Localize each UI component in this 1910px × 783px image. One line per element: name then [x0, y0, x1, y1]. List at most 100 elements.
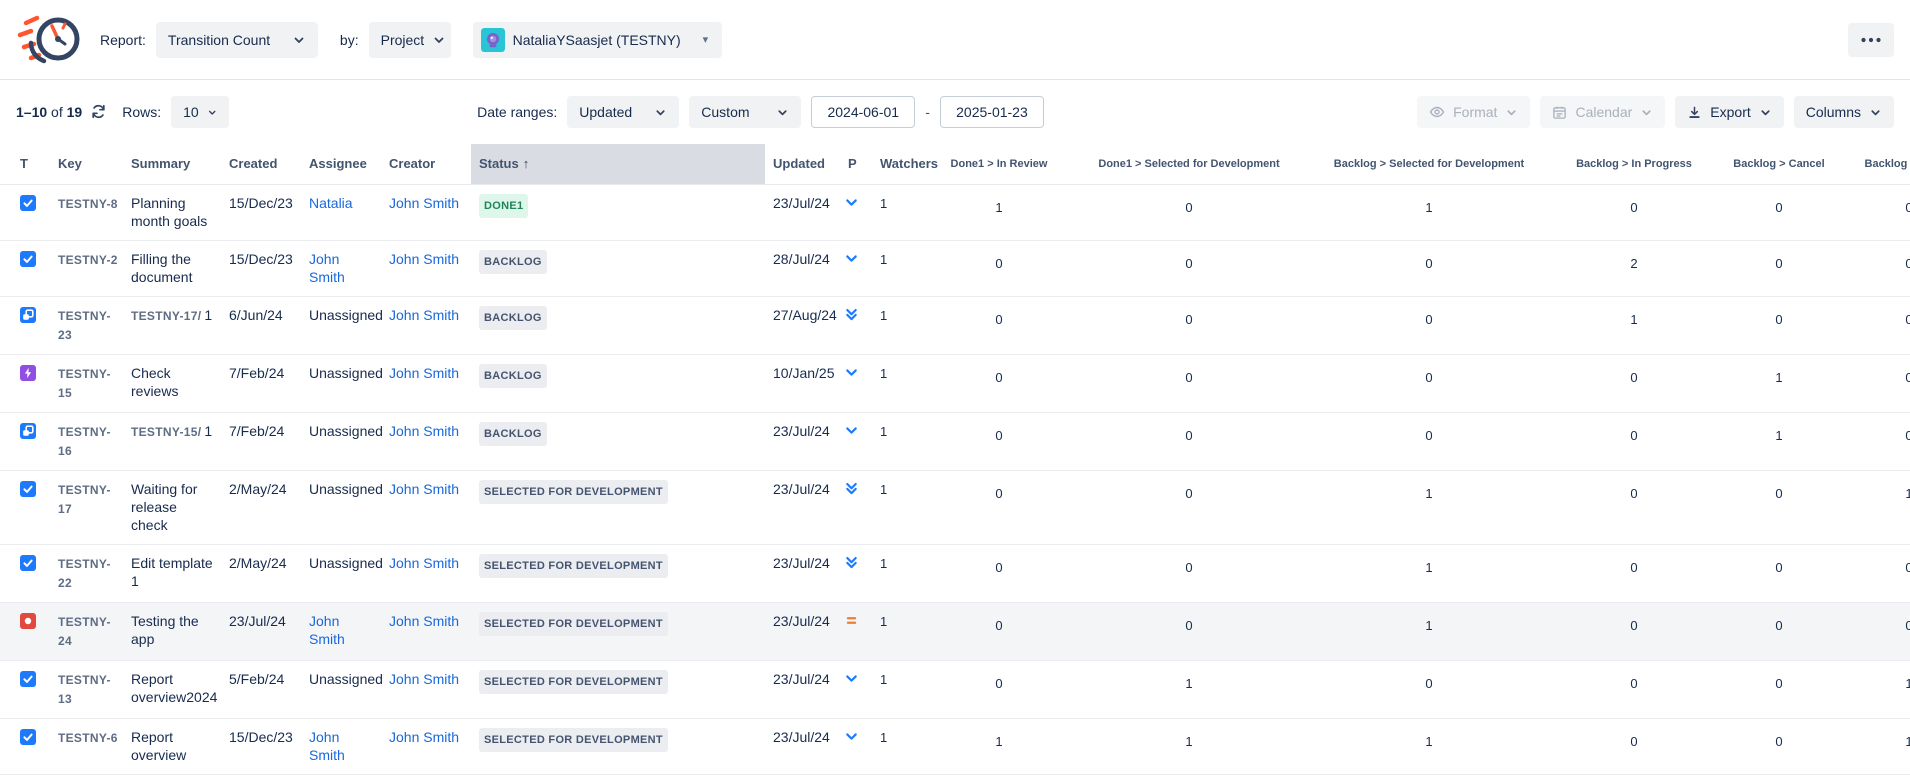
calendar-icon	[1553, 106, 1567, 119]
issue-summary[interactable]: TESTNY-15/1	[123, 412, 221, 471]
issue-key[interactable]: TESTNY-2	[58, 252, 118, 267]
calendar-button[interactable]: Calendar	[1540, 96, 1666, 128]
transition-count-done1-selected-for-development: 0	[1072, 602, 1302, 661]
table-row[interactable]: TESTNY-16 TESTNY-15/1 7/Feb/24 Unassigne…	[0, 412, 1910, 471]
issue-summary[interactable]: Report overview	[123, 718, 221, 775]
transition-count-backlog-selected-for-development: 0	[1302, 240, 1552, 297]
assignee[interactable]: John Smith	[309, 612, 345, 647]
issue-key[interactable]: TESTNY-23	[58, 308, 111, 342]
issue-key[interactable]: TESTNY-16	[58, 424, 111, 458]
creator[interactable]: John Smith	[389, 554, 460, 571]
column-header-backlog-selected-for-development[interactable]: Backlog > Selected for Development	[1302, 144, 1552, 185]
issue-summary[interactable]: TESTNY-17/1	[123, 296, 221, 355]
table-row[interactable]: TESTNY-15 Check reviews 7/Feb/24 Unassig…	[0, 354, 1910, 413]
status-badge: BACKLOG	[479, 363, 547, 388]
column-header-backlog-done1[interactable]: Backlog > Done1	[1842, 144, 1910, 185]
issue-key[interactable]: TESTNY-24	[58, 614, 111, 648]
assignee[interactable]: John Smith	[309, 728, 345, 763]
transition-count-done1-in-review: 1	[922, 184, 1072, 241]
table-row[interactable]: TESTNY-13 Report overview2024 5/Feb/24 U…	[0, 660, 1910, 719]
transition-count-backlog-selected-for-development: 0	[1302, 296, 1552, 355]
column-header-backlog-in-progress[interactable]: Backlog > In Progress	[1552, 144, 1712, 185]
rows-per-page-select[interactable]: 10	[171, 96, 230, 128]
table-row[interactable]: TESTNY-6 Report overview 15/Dec/23 John …	[0, 718, 1910, 775]
creator[interactable]: John Smith	[389, 364, 460, 381]
transition-count-done1-selected-for-development: 1	[1072, 660, 1302, 719]
creator[interactable]: John Smith	[389, 612, 460, 629]
table-header: T Key Summary Created Assignee Creator S…	[0, 144, 1910, 185]
chevron-down-icon	[1507, 109, 1517, 115]
creator[interactable]: John Smith	[389, 670, 460, 687]
creator[interactable]: John Smith	[389, 250, 460, 267]
column-header-creator[interactable]: Creator	[381, 144, 471, 185]
issue-summary[interactable]: Planning month goals	[123, 184, 221, 241]
creator[interactable]: John Smith	[389, 728, 460, 745]
transition-count-backlog-done1: 0	[1842, 240, 1910, 297]
column-header-watchers[interactable]: Watchers	[872, 144, 938, 185]
column-header-summary[interactable]: Summary	[123, 144, 221, 185]
refresh-button[interactable]	[90, 103, 108, 121]
priority-low-icon	[846, 732, 857, 740]
issue-key[interactable]: TESTNY-22	[58, 556, 111, 590]
epic-icon	[20, 364, 36, 381]
issue-summary[interactable]: Testing the app	[123, 602, 221, 661]
report-select[interactable]: Transition Count	[155, 21, 318, 58]
report-label: Report:	[100, 31, 146, 48]
table-row[interactable]: TESTNY-24 Testing the app 23/Jul/24 John…	[0, 602, 1910, 661]
project-select[interactable]: NataliaYSaasjet (TESTNY) ▾	[472, 21, 723, 58]
format-button[interactable]: Format	[1417, 96, 1531, 128]
assignee[interactable]: John Smith	[309, 250, 345, 285]
creator[interactable]: John Smith	[389, 422, 460, 439]
priority-icon	[844, 556, 859, 573]
column-header-assignee[interactable]: Assignee	[301, 144, 381, 185]
more-options-button[interactable]	[1848, 22, 1894, 57]
issue-summary[interactable]: Waiting for release check	[123, 470, 221, 545]
status-badge: SELECTED FOR DEVELOPMENT	[479, 479, 668, 504]
table-row[interactable]: TESTNY-8 Planning month goals 15/Dec/23 …	[0, 184, 1910, 241]
column-header-done1-in-review[interactable]: Done1 > In Review	[922, 144, 1072, 185]
column-header-backlog-cancel[interactable]: Backlog > Cancel	[1712, 144, 1842, 185]
issue-key[interactable]: TESTNY-13	[58, 672, 111, 706]
column-header-done1-selected-for-development[interactable]: Done1 > Selected for Development	[1072, 144, 1302, 185]
transition-count-backlog-selected-for-development: 0	[1302, 660, 1552, 719]
issue-summary[interactable]: Check reviews	[123, 354, 221, 413]
table-row[interactable]: TESTNY-22 Edit template 1 2/May/24 Unass…	[0, 544, 1910, 603]
column-header-priority[interactable]: P	[840, 144, 872, 185]
column-header-status[interactable]: Status ↑	[471, 144, 765, 185]
date-field-select[interactable]: Updated	[567, 96, 680, 128]
issue-summary[interactable]: Edit template 1	[123, 544, 221, 603]
column-header-updated[interactable]: Updated	[765, 144, 840, 185]
issue-type-icon	[20, 306, 36, 323]
transition-count-backlog-cancel: 0	[1712, 240, 1842, 297]
creator[interactable]: John Smith	[389, 480, 460, 497]
transition-count-backlog-selected-for-development: 1	[1302, 184, 1552, 241]
issue-summary[interactable]: Filling the document	[123, 240, 221, 297]
column-header-key[interactable]: Key	[50, 144, 123, 185]
column-header-type[interactable]: T	[0, 144, 50, 185]
summary-text: 1	[204, 306, 213, 323]
top-bar: Report: Transition Count by: Project Nat…	[0, 0, 1910, 80]
table-row[interactable]: TESTNY-2 Filling the document 15/Dec/23 …	[0, 240, 1910, 297]
table-row[interactable]: TESTNY-17 Waiting for release check 2/Ma…	[0, 470, 1910, 545]
column-header-created[interactable]: Created	[221, 144, 301, 185]
report-by-select[interactable]: Project	[368, 21, 451, 58]
issue-key[interactable]: TESTNY-15	[58, 366, 111, 400]
date-from-input[interactable]	[811, 96, 916, 128]
issue-key[interactable]: TESTNY-17	[58, 482, 111, 516]
columns-button[interactable]: Columns	[1793, 96, 1894, 128]
table-row[interactable]: TESTNY-23 TESTNY-17/1 6/Jun/24 Unassigne…	[0, 296, 1910, 355]
updated-date: 23/Jul/24	[765, 412, 840, 471]
export-button[interactable]: Export	[1675, 96, 1784, 128]
issue-key[interactable]: TESTNY-8	[58, 196, 118, 211]
creator[interactable]: John Smith	[389, 194, 460, 211]
assignee[interactable]: Natalia	[309, 194, 353, 211]
date-range-mode-select[interactable]: Custom	[689, 96, 802, 128]
issue-key[interactable]: TESTNY-6	[58, 730, 118, 745]
date-to-input[interactable]	[939, 96, 1044, 128]
transition-count-backlog-selected-for-development: 0	[1302, 412, 1552, 471]
issue-summary[interactable]: Report overview2024	[123, 660, 221, 719]
summary-text: Filling the document	[131, 250, 193, 285]
priority-icon	[844, 308, 859, 325]
creator[interactable]: John Smith	[389, 306, 460, 323]
parent-key-prefix: TESTNY-15/	[131, 424, 202, 439]
